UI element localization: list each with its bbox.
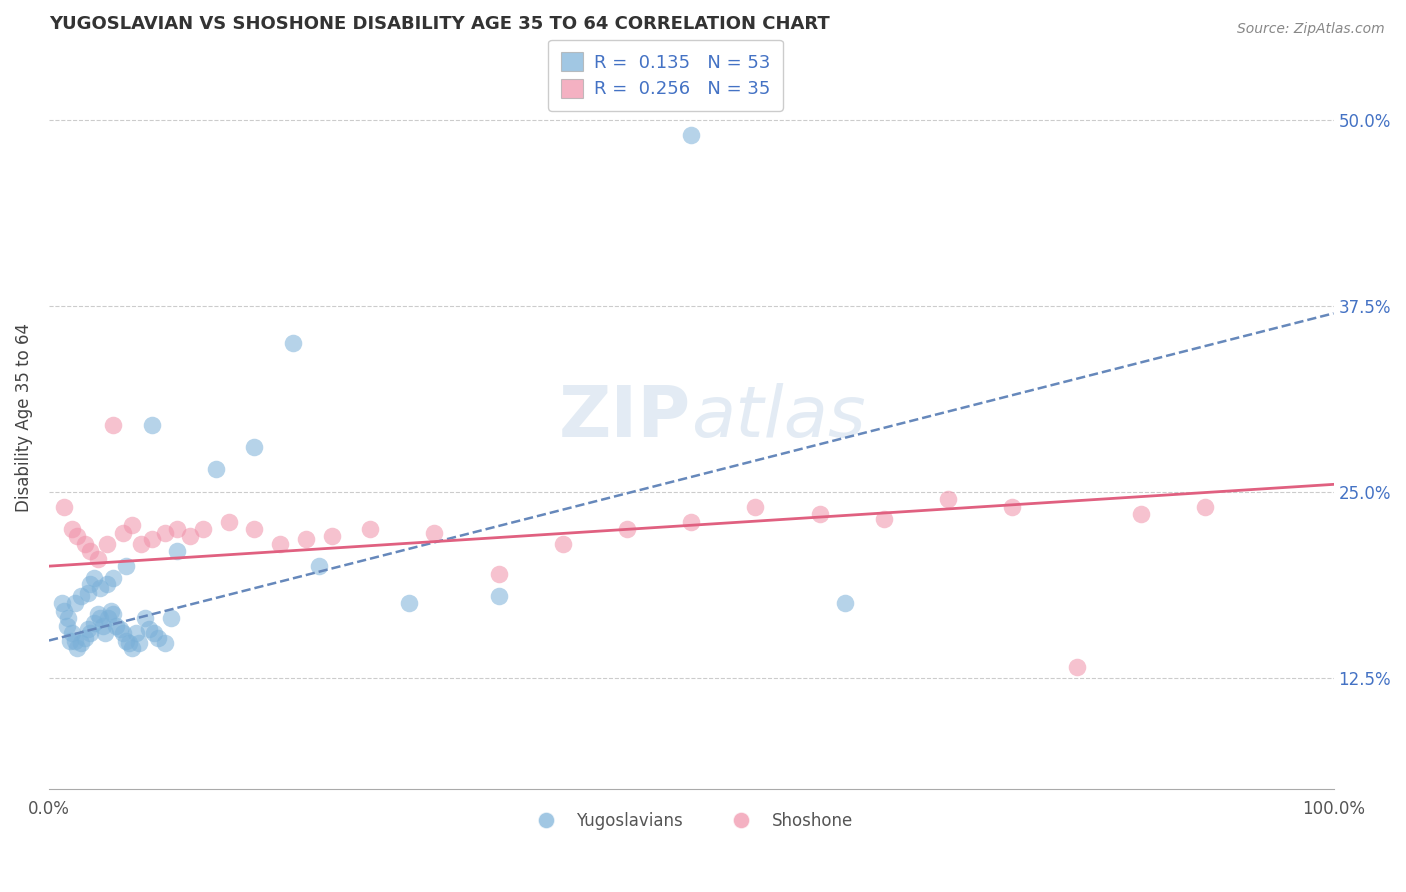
Point xyxy=(79,626,101,640)
Point xyxy=(488,589,510,603)
Point xyxy=(681,128,703,142)
Point xyxy=(83,571,105,585)
Point xyxy=(87,551,110,566)
Y-axis label: Disability Age 35 to 64: Disability Age 35 to 64 xyxy=(15,323,32,512)
Point xyxy=(87,607,110,621)
Point xyxy=(60,522,83,536)
Point xyxy=(295,533,318,547)
Point xyxy=(96,577,118,591)
Point xyxy=(834,596,856,610)
Point xyxy=(91,618,114,632)
Point xyxy=(83,615,105,630)
Point xyxy=(112,526,135,541)
Point xyxy=(108,622,131,636)
Point xyxy=(143,626,166,640)
Point xyxy=(76,586,98,600)
Point xyxy=(70,589,93,603)
Point xyxy=(488,566,510,581)
Point xyxy=(128,636,150,650)
Point xyxy=(138,622,160,636)
Point xyxy=(53,500,76,514)
Point xyxy=(281,336,304,351)
Point xyxy=(89,582,111,596)
Point xyxy=(321,529,343,543)
Point xyxy=(96,537,118,551)
Point xyxy=(308,559,330,574)
Point xyxy=(56,618,79,632)
Point xyxy=(1066,660,1088,674)
Text: YUGOSLAVIAN VS SHOSHONE DISABILITY AGE 35 TO 64 CORRELATION CHART: YUGOSLAVIAN VS SHOSHONE DISABILITY AGE 3… xyxy=(49,15,830,33)
Point xyxy=(112,626,135,640)
Point xyxy=(269,537,291,551)
Point xyxy=(551,537,574,551)
Point xyxy=(53,604,76,618)
Point xyxy=(131,537,153,551)
Point xyxy=(134,611,156,625)
Point xyxy=(58,633,80,648)
Point xyxy=(146,631,169,645)
Point xyxy=(103,417,125,432)
Point xyxy=(76,622,98,636)
Point xyxy=(79,544,101,558)
Point xyxy=(243,522,266,536)
Point xyxy=(66,529,89,543)
Point xyxy=(100,604,122,618)
Point xyxy=(744,500,766,514)
Point xyxy=(243,440,266,454)
Point xyxy=(115,633,138,648)
Point xyxy=(125,626,148,640)
Point xyxy=(141,417,163,432)
Point xyxy=(218,515,240,529)
Point xyxy=(79,577,101,591)
Point xyxy=(60,626,83,640)
Point xyxy=(51,596,73,610)
Point xyxy=(191,522,214,536)
Point xyxy=(359,522,381,536)
Point xyxy=(616,522,638,536)
Point xyxy=(1129,507,1152,521)
Text: ZIP: ZIP xyxy=(560,383,692,452)
Point xyxy=(153,636,176,650)
Point xyxy=(121,640,143,655)
Point xyxy=(936,492,959,507)
Point xyxy=(166,522,188,536)
Point xyxy=(1001,500,1024,514)
Text: Source: ZipAtlas.com: Source: ZipAtlas.com xyxy=(1237,22,1385,37)
Point xyxy=(58,611,80,625)
Point xyxy=(141,533,163,547)
Point xyxy=(103,607,125,621)
Point xyxy=(160,611,183,625)
Point xyxy=(63,596,86,610)
Point xyxy=(70,636,93,650)
Point xyxy=(166,544,188,558)
Point xyxy=(121,517,143,532)
Point xyxy=(73,537,96,551)
Point xyxy=(103,571,125,585)
Point xyxy=(808,507,831,521)
Point xyxy=(205,462,228,476)
Point xyxy=(423,526,446,541)
Legend: Yugoslavians, Shoshone: Yugoslavians, Shoshone xyxy=(523,805,859,837)
Point xyxy=(681,515,703,529)
Point xyxy=(1194,500,1216,514)
Point xyxy=(104,618,127,632)
Point xyxy=(153,526,176,541)
Point xyxy=(398,596,420,610)
Point xyxy=(89,611,111,625)
Point xyxy=(97,611,120,625)
Point xyxy=(73,631,96,645)
Point xyxy=(63,633,86,648)
Point xyxy=(66,640,89,655)
Text: atlas: atlas xyxy=(692,383,866,452)
Point xyxy=(94,626,117,640)
Point xyxy=(115,559,138,574)
Point xyxy=(873,511,896,525)
Point xyxy=(179,529,201,543)
Point xyxy=(117,636,139,650)
